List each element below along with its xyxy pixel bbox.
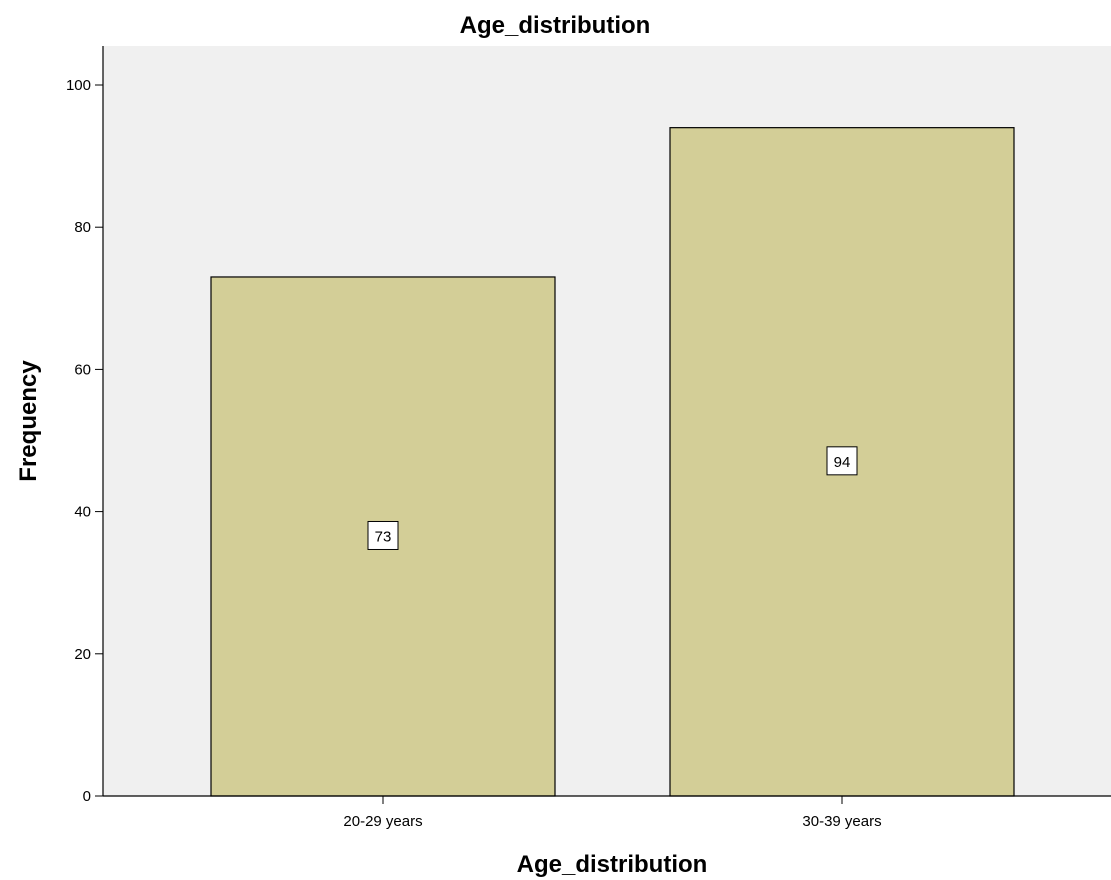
x-axis-ticks: 20-29 years 30-39 years: [343, 796, 882, 830]
data-label-box: [367, 520, 399, 550]
x-tick-label: 30-39 years: [802, 813, 881, 830]
data-label-value: 94: [834, 454, 851, 471]
data-label: 94: [826, 446, 858, 476]
y-tick-label: 20: [74, 646, 91, 663]
chart-title: Age_distribution: [460, 12, 651, 39]
y-axis-ticks: 0 20 40 60 80 100: [66, 77, 103, 805]
data-label-value: 73: [375, 528, 392, 545]
y-tick-label: 40: [74, 504, 91, 521]
y-axis-title: Frequency: [15, 360, 42, 482]
y-tick-label: 60: [74, 361, 91, 378]
data-label: 73: [367, 520, 399, 550]
data-label-box: [826, 446, 858, 476]
y-tick-label: 80: [74, 219, 91, 236]
x-axis-title: Age_distribution: [517, 851, 708, 878]
data-labels-layer: 73 94: [367, 446, 858, 550]
y-tick-label: 100: [66, 77, 91, 94]
x-tick-label: 20-29 years: [343, 813, 422, 830]
y-tick-label: 0: [83, 788, 91, 805]
